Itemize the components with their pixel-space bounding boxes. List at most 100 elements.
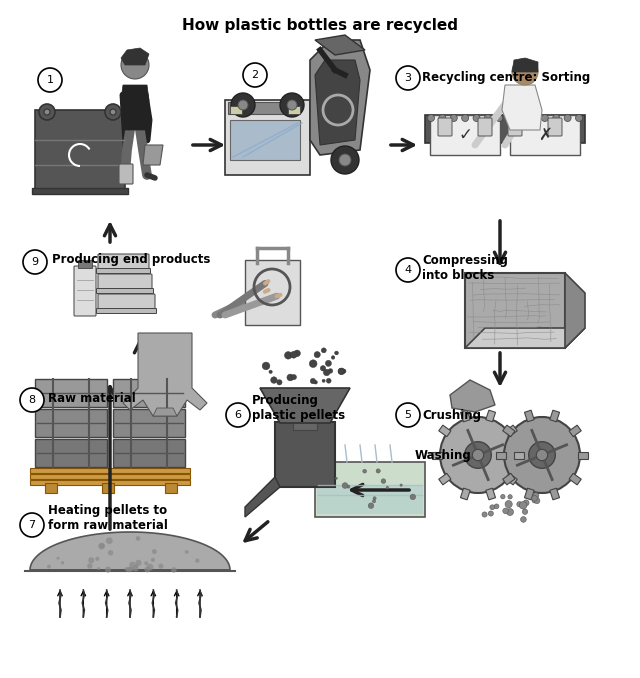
Circle shape bbox=[472, 450, 484, 460]
Circle shape bbox=[428, 115, 435, 121]
Circle shape bbox=[339, 368, 345, 375]
Text: Heating pellets to
form raw material: Heating pellets to form raw material bbox=[48, 504, 168, 532]
Circle shape bbox=[523, 500, 529, 506]
Circle shape bbox=[516, 502, 522, 507]
Circle shape bbox=[294, 350, 300, 357]
Text: Producing
plastic pellets: Producing plastic pellets bbox=[252, 394, 345, 422]
Circle shape bbox=[20, 388, 44, 412]
Text: 5: 5 bbox=[404, 410, 412, 420]
Polygon shape bbox=[503, 425, 515, 437]
Circle shape bbox=[505, 500, 512, 508]
Circle shape bbox=[136, 536, 140, 541]
Circle shape bbox=[496, 115, 503, 121]
Text: Producing end products: Producing end products bbox=[52, 254, 211, 266]
Circle shape bbox=[508, 495, 512, 499]
FancyBboxPatch shape bbox=[225, 100, 310, 175]
Circle shape bbox=[386, 486, 388, 489]
Polygon shape bbox=[450, 380, 495, 412]
Circle shape bbox=[564, 115, 571, 121]
Circle shape bbox=[372, 500, 376, 503]
Circle shape bbox=[39, 104, 55, 120]
FancyBboxPatch shape bbox=[35, 110, 125, 190]
Circle shape bbox=[541, 115, 548, 121]
Text: 3: 3 bbox=[404, 73, 412, 83]
Circle shape bbox=[326, 378, 331, 383]
Polygon shape bbox=[143, 145, 163, 165]
FancyBboxPatch shape bbox=[315, 462, 425, 517]
Circle shape bbox=[520, 517, 526, 522]
Polygon shape bbox=[550, 488, 559, 500]
FancyBboxPatch shape bbox=[245, 260, 300, 325]
Circle shape bbox=[38, 68, 62, 92]
FancyBboxPatch shape bbox=[97, 308, 157, 313]
Circle shape bbox=[287, 374, 294, 381]
Circle shape bbox=[534, 498, 540, 504]
Circle shape bbox=[396, 403, 420, 427]
Polygon shape bbox=[315, 35, 365, 55]
Text: Compressing
into blocks: Compressing into blocks bbox=[422, 254, 508, 282]
Circle shape bbox=[440, 417, 516, 493]
Circle shape bbox=[520, 502, 527, 509]
Circle shape bbox=[95, 557, 99, 561]
FancyBboxPatch shape bbox=[425, 115, 585, 143]
FancyBboxPatch shape bbox=[230, 106, 242, 114]
Polygon shape bbox=[578, 452, 588, 458]
Circle shape bbox=[147, 564, 154, 571]
Circle shape bbox=[530, 115, 537, 121]
FancyBboxPatch shape bbox=[97, 268, 150, 273]
Circle shape bbox=[321, 348, 326, 353]
Polygon shape bbox=[153, 408, 177, 416]
Circle shape bbox=[339, 154, 351, 166]
Circle shape bbox=[151, 558, 155, 562]
Circle shape bbox=[529, 441, 556, 468]
Circle shape bbox=[553, 115, 560, 121]
FancyBboxPatch shape bbox=[510, 115, 580, 155]
Circle shape bbox=[269, 370, 272, 374]
FancyBboxPatch shape bbox=[113, 439, 185, 467]
Circle shape bbox=[500, 494, 505, 499]
FancyBboxPatch shape bbox=[98, 254, 149, 270]
Circle shape bbox=[106, 537, 113, 544]
Circle shape bbox=[88, 557, 94, 563]
Circle shape bbox=[99, 543, 105, 549]
FancyBboxPatch shape bbox=[78, 260, 92, 268]
Circle shape bbox=[136, 560, 141, 566]
Circle shape bbox=[507, 115, 514, 121]
Polygon shape bbox=[514, 452, 524, 458]
Circle shape bbox=[132, 565, 139, 572]
FancyBboxPatch shape bbox=[438, 118, 452, 136]
Circle shape bbox=[400, 484, 403, 486]
Circle shape bbox=[185, 550, 189, 554]
Circle shape bbox=[575, 115, 582, 121]
Circle shape bbox=[323, 370, 330, 376]
Circle shape bbox=[291, 374, 296, 380]
FancyBboxPatch shape bbox=[430, 115, 500, 155]
Polygon shape bbox=[245, 477, 280, 517]
Text: Washing: Washing bbox=[415, 449, 472, 462]
Circle shape bbox=[310, 378, 316, 384]
Text: 4: 4 bbox=[404, 265, 412, 275]
Circle shape bbox=[291, 351, 297, 358]
FancyBboxPatch shape bbox=[288, 106, 300, 114]
Polygon shape bbox=[550, 410, 559, 422]
FancyBboxPatch shape bbox=[548, 118, 562, 136]
Circle shape bbox=[451, 115, 457, 121]
Circle shape bbox=[243, 63, 267, 87]
FancyBboxPatch shape bbox=[98, 274, 152, 290]
Circle shape bbox=[108, 550, 113, 555]
Circle shape bbox=[332, 356, 335, 359]
Circle shape bbox=[439, 115, 446, 121]
Circle shape bbox=[97, 567, 100, 570]
Polygon shape bbox=[460, 410, 470, 422]
Circle shape bbox=[129, 561, 136, 568]
Circle shape bbox=[262, 362, 270, 370]
Circle shape bbox=[134, 564, 138, 568]
Polygon shape bbox=[486, 410, 495, 422]
FancyBboxPatch shape bbox=[317, 486, 423, 514]
Circle shape bbox=[98, 543, 105, 549]
Circle shape bbox=[410, 494, 415, 500]
FancyBboxPatch shape bbox=[102, 483, 114, 493]
Circle shape bbox=[287, 100, 297, 110]
FancyBboxPatch shape bbox=[30, 474, 190, 479]
Circle shape bbox=[325, 360, 332, 366]
